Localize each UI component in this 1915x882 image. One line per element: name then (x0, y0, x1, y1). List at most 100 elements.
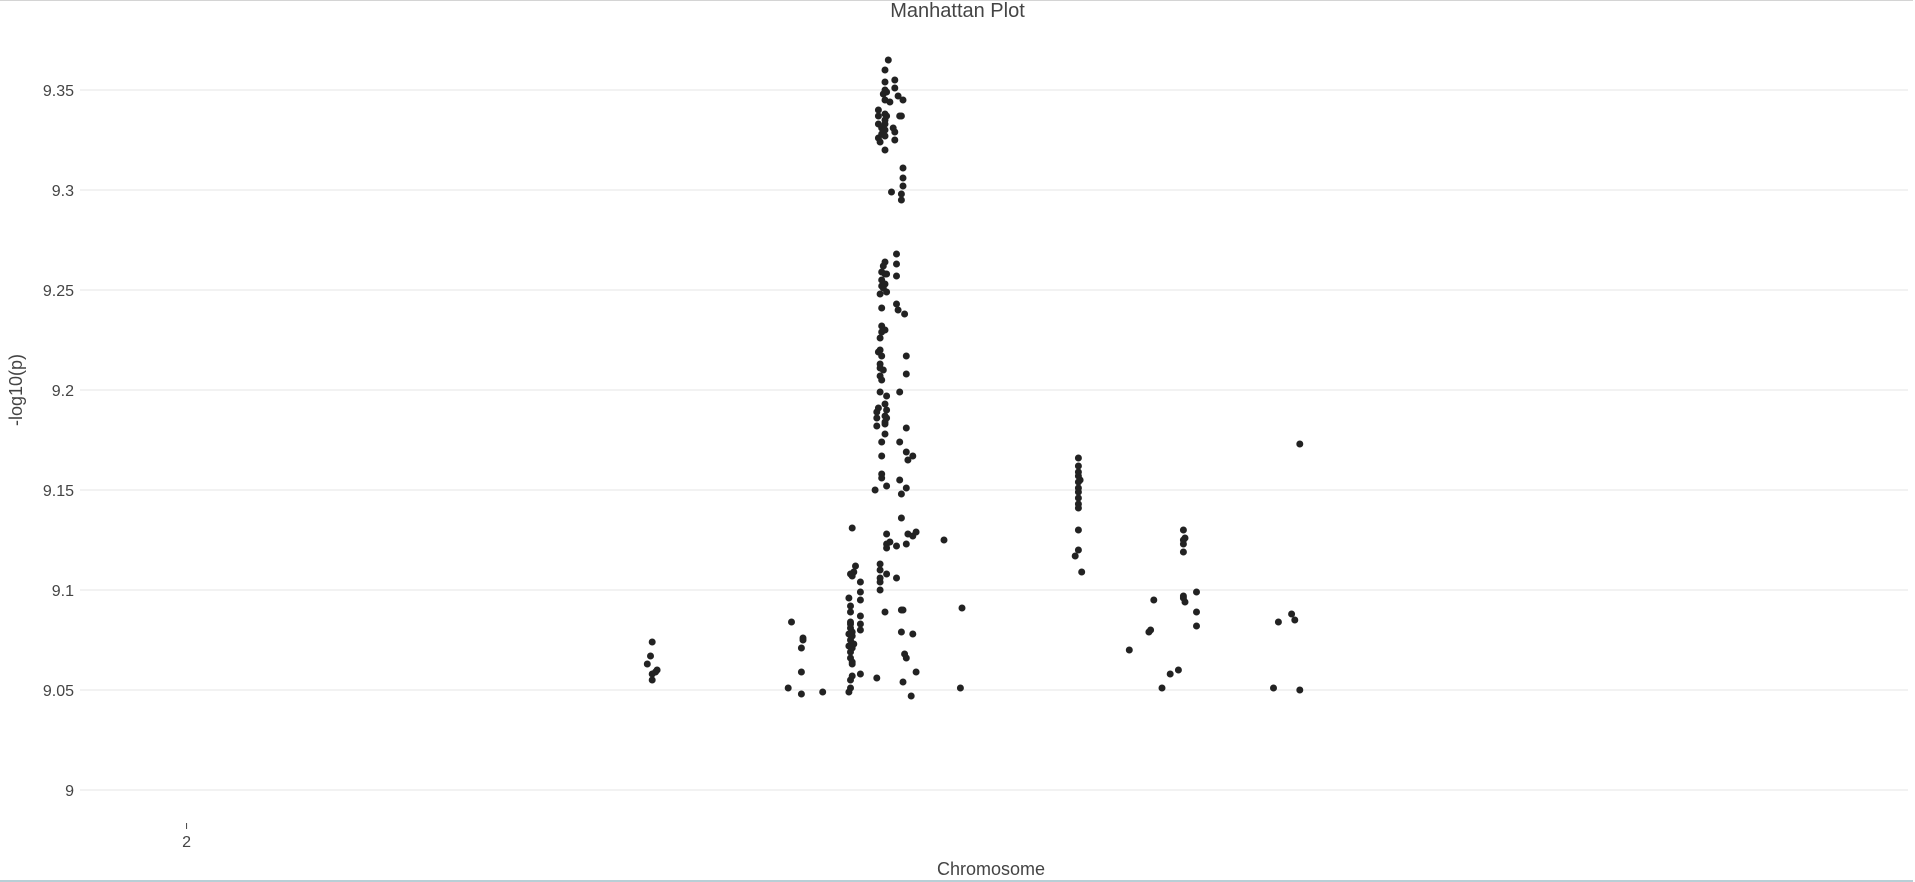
data-point-64[interactable] (878, 452, 886, 460)
data-point-158[interactable] (891, 76, 899, 84)
data-point-206[interactable] (1193, 588, 1200, 596)
data-point-199[interactable] (1179, 592, 1187, 600)
data-point-45[interactable] (856, 620, 864, 628)
data-point-10[interactable] (797, 644, 805, 652)
data-point-49[interactable] (871, 486, 879, 494)
data-point-208[interactable] (1193, 622, 1200, 630)
data-point-86[interactable] (881, 258, 889, 266)
data-point-54[interactable] (876, 388, 884, 396)
data-point-96[interactable] (894, 306, 902, 314)
data-point-179[interactable] (1074, 526, 1082, 534)
data-point-109[interactable] (897, 514, 905, 522)
data-point-172[interactable] (897, 196, 905, 204)
data-point-164[interactable] (891, 136, 899, 144)
data-point-36[interactable] (847, 620, 854, 628)
data-point-104[interactable] (904, 456, 912, 464)
data-point-113[interactable] (902, 540, 910, 548)
data-point-181[interactable] (1074, 500, 1082, 508)
data-point-100[interactable] (896, 388, 904, 396)
data-point-129[interactable] (897, 628, 905, 636)
data-point-187[interactable] (1074, 468, 1082, 476)
data-point-13[interactable] (797, 668, 805, 676)
data-point-119[interactable] (876, 560, 884, 568)
data-point-167[interactable] (888, 188, 895, 196)
data-point-6[interactable] (653, 666, 661, 674)
data-point-126[interactable] (881, 608, 889, 616)
data-point-66[interactable] (878, 474, 886, 482)
data-point-205[interactable] (1179, 526, 1187, 534)
data-point-42[interactable] (856, 578, 864, 586)
data-point-7[interactable] (784, 684, 792, 692)
data-point-53[interactable] (874, 404, 882, 412)
data-point-79[interactable] (881, 326, 889, 334)
data-point-161[interactable] (899, 96, 907, 104)
data-point-133[interactable] (912, 668, 920, 676)
data-point-163[interactable] (891, 128, 899, 136)
data-point-188[interactable] (1074, 462, 1082, 470)
data-point-200[interactable] (1181, 598, 1189, 606)
data-point-209[interactable] (1270, 684, 1277, 692)
data-point-63[interactable] (878, 438, 886, 446)
data-point-124[interactable] (883, 570, 891, 578)
data-point-176[interactable] (1071, 552, 1079, 560)
data-point-112[interactable] (912, 528, 920, 536)
data-point-89[interactable] (883, 288, 891, 296)
data-point-50[interactable] (873, 422, 881, 430)
data-point-135[interactable] (907, 692, 915, 700)
data-point-61[interactable] (878, 376, 886, 384)
data-point-73[interactable] (883, 392, 891, 400)
data-point-193[interactable] (1147, 626, 1155, 634)
data-point-118[interactable] (886, 538, 894, 546)
data-point-168[interactable] (899, 164, 907, 172)
data-point-90[interactable] (881, 280, 889, 288)
data-point-47[interactable] (856, 670, 864, 678)
data-point-159[interactable] (891, 84, 899, 92)
data-point-182[interactable] (1074, 494, 1082, 502)
data-point-80[interactable] (878, 304, 886, 312)
data-point-93[interactable] (893, 260, 900, 268)
data-point-95[interactable] (893, 300, 900, 308)
data-point-137[interactable] (874, 112, 882, 120)
data-point-102[interactable] (896, 438, 904, 446)
data-point-76[interactable] (876, 334, 884, 342)
data-point-189[interactable] (1074, 454, 1082, 462)
data-point-144[interactable] (881, 78, 889, 86)
data-point-101[interactable] (902, 424, 910, 432)
data-point-136[interactable] (874, 106, 882, 114)
data-point-97[interactable] (901, 310, 909, 318)
data-point-19[interactable] (852, 562, 859, 570)
data-point-140[interactable] (876, 138, 884, 146)
data-point-75[interactable] (881, 418, 889, 426)
data-point-166[interactable] (897, 112, 905, 120)
data-point-214[interactable] (1296, 440, 1304, 448)
data-point-114[interactable] (893, 542, 900, 550)
data-point-171[interactable] (897, 190, 905, 198)
data-point-196[interactable] (1166, 670, 1174, 678)
data-point-14[interactable] (819, 688, 827, 696)
data-point-178[interactable] (1078, 568, 1086, 576)
data-point-201[interactable] (1179, 548, 1187, 556)
data-point-184[interactable] (1074, 484, 1082, 492)
data-point-207[interactable] (1193, 608, 1200, 616)
data-point-0[interactable] (643, 660, 651, 668)
data-point-141[interactable] (881, 146, 889, 154)
data-point-175[interactable] (956, 684, 964, 692)
data-point-169[interactable] (899, 174, 907, 182)
data-point-190[interactable] (1076, 476, 1084, 484)
data-point-59[interactable] (878, 352, 886, 360)
data-point-160[interactable] (894, 92, 902, 100)
data-point-31[interactable] (848, 660, 856, 668)
data-point-103[interactable] (902, 448, 910, 456)
data-point-194[interactable] (1150, 596, 1158, 604)
data-point-146[interactable] (884, 56, 892, 64)
data-point-94[interactable] (893, 272, 900, 280)
data-point-107[interactable] (897, 490, 905, 498)
data-point-72[interactable] (881, 400, 889, 408)
data-point-195[interactable] (1158, 684, 1166, 692)
data-point-115[interactable] (883, 530, 891, 538)
data-point-1[interactable] (647, 652, 654, 660)
data-point-9[interactable] (797, 690, 805, 698)
data-point-12[interactable] (799, 634, 807, 642)
data-point-99[interactable] (902, 370, 910, 378)
data-point-2[interactable] (648, 638, 656, 646)
